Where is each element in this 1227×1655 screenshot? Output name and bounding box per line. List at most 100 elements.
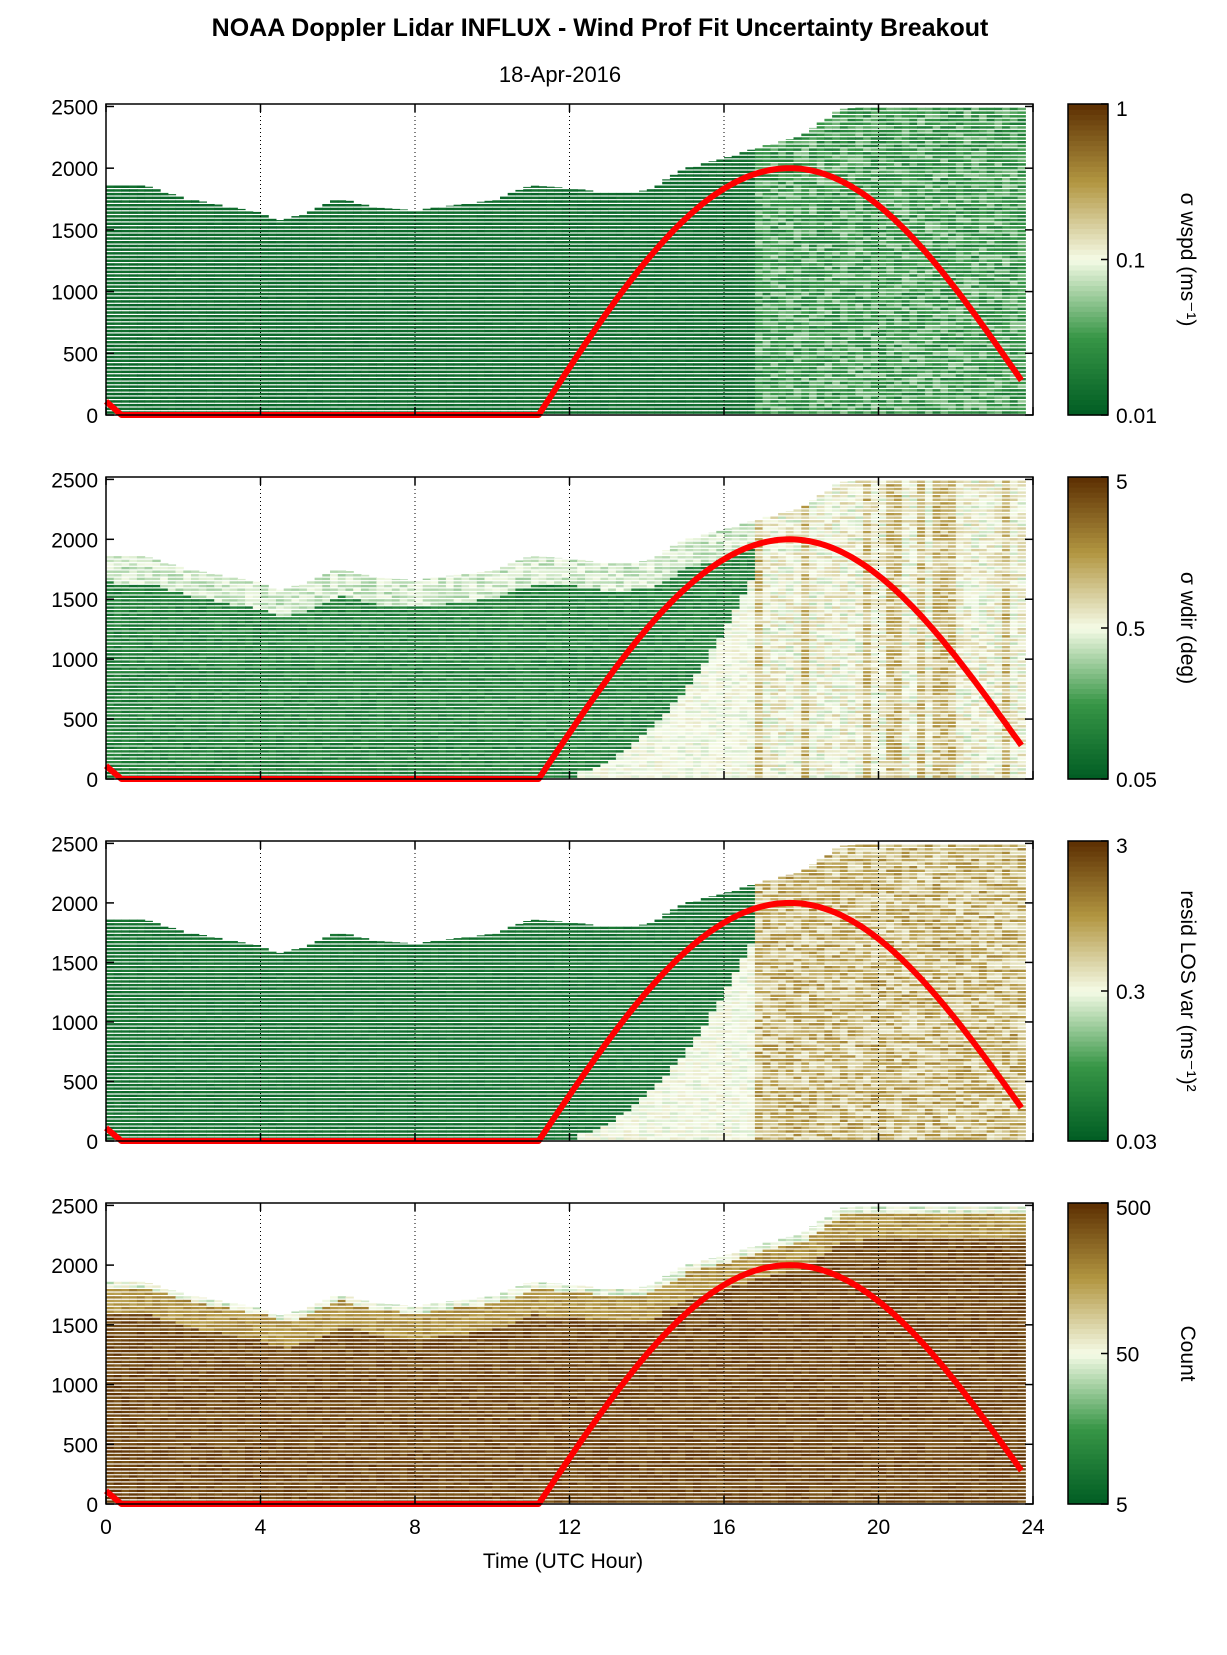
heatmap-cell: [700, 411, 710, 414]
heatmap-cell: [353, 222, 362, 225]
heatmap-cell: [283, 289, 292, 292]
heatmap-cell: [384, 329, 393, 333]
heatmap-cell: [167, 407, 177, 411]
heatmap-cell: [662, 348, 671, 351]
heatmap-cell: [438, 274, 447, 277]
heatmap-cell: [577, 378, 586, 381]
heatmap-cell: [669, 337, 679, 340]
heatmap-cell: [360, 296, 370, 299]
heatmap-cell: [360, 315, 370, 318]
heatmap-cell: [183, 359, 192, 362]
heatmap-cell: [693, 248, 702, 251]
heatmap-cell: [399, 363, 408, 366]
heatmap-cell: [407, 389, 416, 392]
heatmap-cell: [716, 296, 725, 299]
heatmap-cell: [507, 400, 516, 403]
heatmap-cell: [322, 259, 331, 262]
heatmap-cell: [407, 263, 416, 266]
heatmap-cell: [422, 233, 431, 237]
heatmap-cell: [129, 259, 138, 262]
heatmap-cell: [700, 233, 710, 237]
heatmap-cell: [368, 366, 377, 370]
heatmap-cell: [314, 244, 323, 248]
heatmap-cell: [391, 289, 401, 292]
heatmap-cell: [708, 263, 717, 266]
heatmap-cell: [708, 381, 717, 385]
heatmap-cell: [662, 274, 671, 277]
heatmap-cell: [600, 341, 609, 344]
heatmap-cell: [662, 318, 671, 322]
heatmap-cell: [700, 318, 710, 322]
heatmap-cell: [747, 363, 756, 366]
heatmap-cell: [631, 341, 640, 344]
heatmap-cell: [554, 311, 563, 314]
heatmap-cell: [708, 266, 717, 270]
heatmap-cell: [121, 185, 130, 188]
heatmap-cell: [438, 259, 447, 262]
heatmap-cell: [677, 189, 686, 192]
heatmap-cell: [391, 359, 401, 362]
heatmap-cell: [252, 337, 262, 340]
heatmap-cell: [608, 285, 617, 288]
heatmap-cell: [716, 207, 725, 211]
heatmap-cell: [376, 263, 385, 266]
heatmap-cell: [716, 348, 725, 351]
heatmap-cell: [276, 222, 285, 225]
heatmap-cell: [693, 274, 702, 277]
heatmap-cell: [152, 333, 161, 336]
heatmap-cell: [739, 400, 748, 403]
heatmap-cell: [330, 318, 339, 322]
heatmap-cell: [353, 315, 362, 318]
heatmap-cell: [399, 366, 408, 370]
heatmap-cell: [500, 292, 509, 296]
heatmap-cell: [492, 259, 501, 262]
heatmap-cell: [198, 252, 207, 255]
heatmap-cell: [600, 363, 609, 366]
heatmap-cell: [693, 263, 702, 266]
heatmap-cell: [221, 266, 231, 270]
heatmap-cell: [268, 326, 277, 329]
heatmap-cell: [291, 300, 300, 303]
heatmap-cell: [500, 389, 509, 392]
heatmap-cell: [685, 333, 694, 336]
heatmap-cell: [330, 359, 339, 362]
heatmap-cell: [129, 363, 138, 366]
heatmap-cell: [500, 307, 509, 311]
heatmap-cell: [167, 211, 177, 214]
heatmap-cell: [330, 296, 339, 299]
heatmap-cell: [469, 292, 478, 296]
heatmap-cell: [260, 344, 269, 348]
heatmap-cell: [368, 237, 377, 240]
heatmap-cell: [569, 218, 578, 222]
heatmap-cell: [306, 381, 316, 385]
heatmap-cell: [183, 385, 192, 388]
heatmap-cell: [507, 226, 516, 229]
heatmap-cell: [221, 241, 231, 244]
heatmap-cell: [469, 352, 478, 355]
heatmap-cell: [523, 396, 532, 399]
heatmap-cell: [592, 248, 601, 251]
heatmap-cell: [530, 366, 540, 370]
heatmap-cell: [291, 341, 300, 344]
heatmap-cell: [368, 255, 377, 259]
heatmap-cell: [183, 392, 192, 396]
heatmap-cell: [268, 289, 277, 292]
heatmap-cell: [592, 207, 601, 211]
heatmap-cell: [322, 266, 331, 270]
heatmap-cell: [422, 392, 431, 396]
heatmap-cell: [461, 348, 470, 351]
heatmap-cell: [376, 326, 385, 329]
heatmap-cell: [260, 244, 269, 248]
heatmap-cell: [438, 389, 447, 392]
heatmap-cell: [608, 359, 617, 362]
heatmap-cell: [407, 270, 416, 274]
heatmap-cell: [646, 344, 656, 348]
heatmap-cell: [167, 296, 177, 299]
heatmap-cell: [492, 326, 501, 329]
heatmap-cell: [129, 396, 138, 399]
heatmap-cell: [422, 252, 431, 255]
heatmap-cell: [530, 341, 540, 344]
heatmap-cell: [113, 222, 122, 225]
heatmap-cell: [345, 207, 354, 211]
heatmap-cell: [322, 229, 331, 233]
